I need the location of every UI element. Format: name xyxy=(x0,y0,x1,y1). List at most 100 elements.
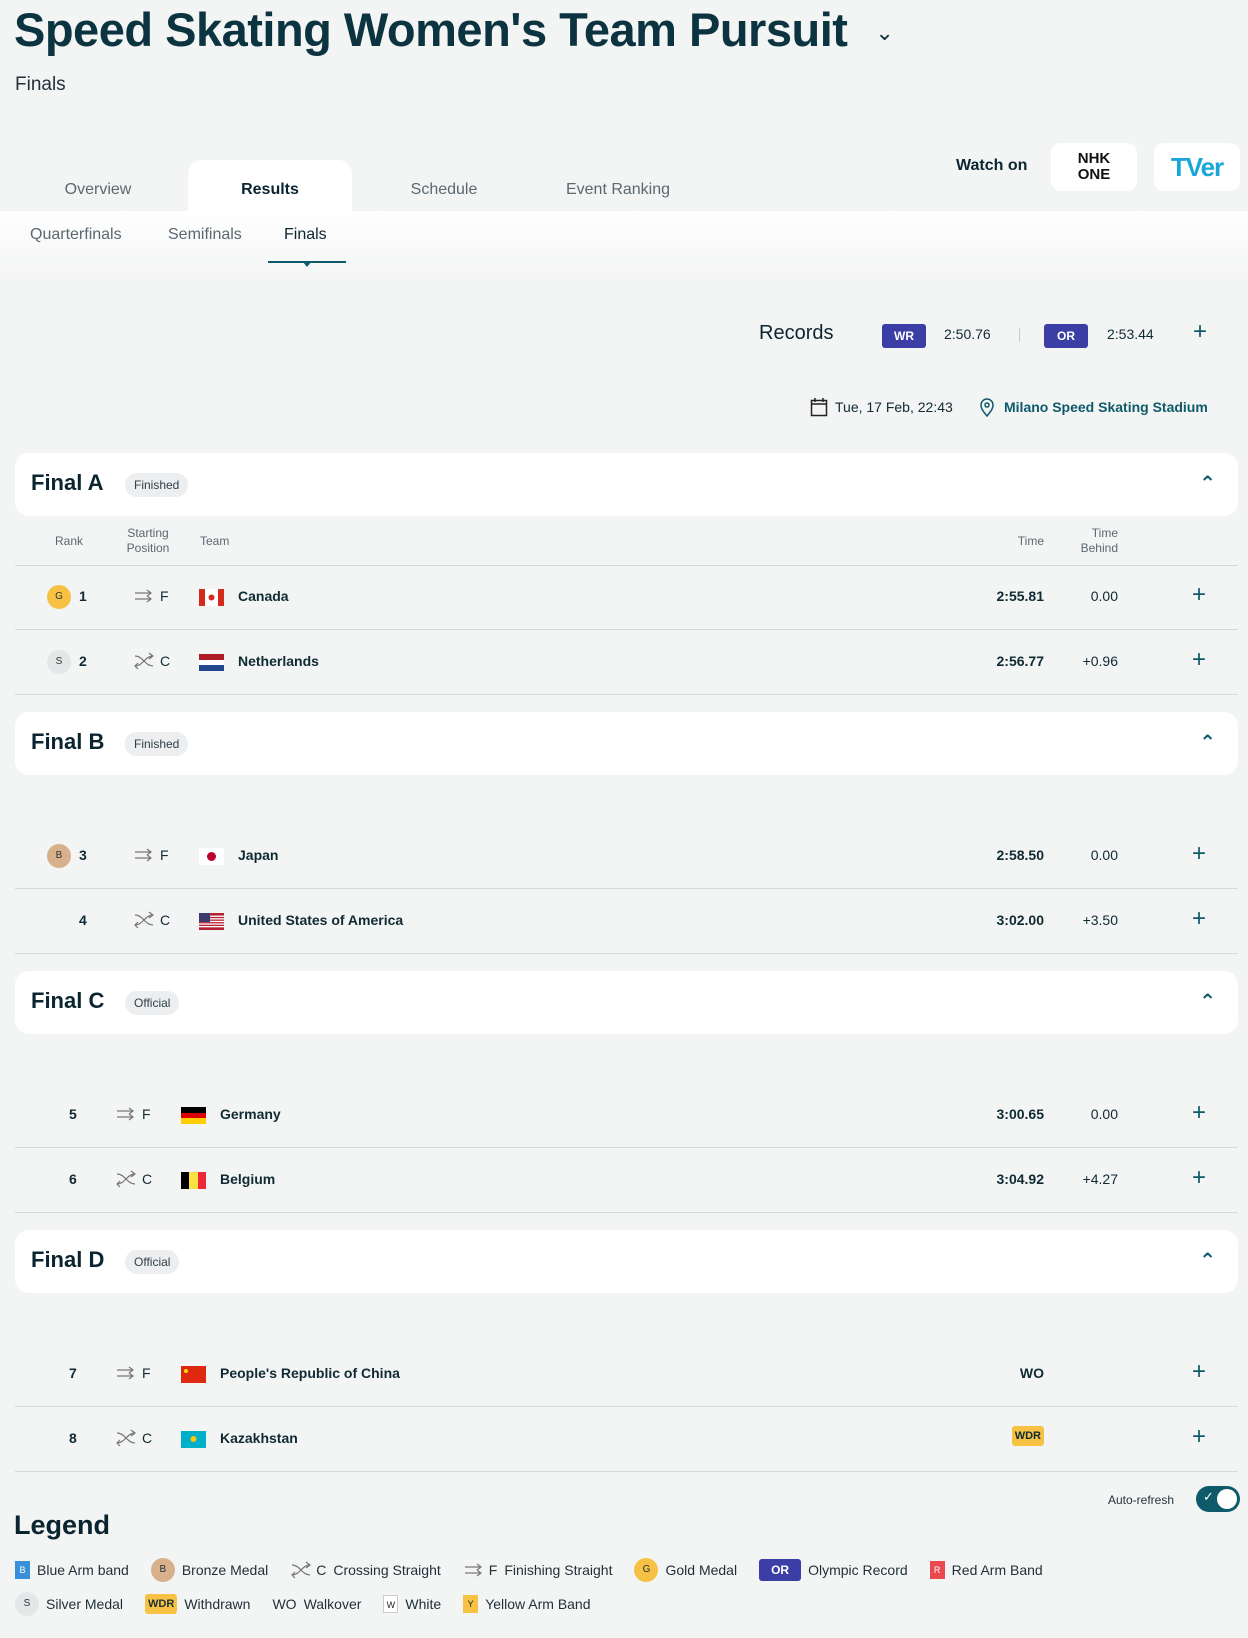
expand-row-plus-icon[interactable]: + xyxy=(1191,1164,1206,1191)
legend-label: Blue Arm band xyxy=(37,1562,129,1578)
table-row[interactable]: 4 C United States of America 3:02.00 +3.… xyxy=(15,889,1238,954)
legend-label: Olympic Record xyxy=(808,1562,908,1578)
auto-refresh-toggle[interactable]: ✓ xyxy=(1196,1486,1240,1512)
chevron-up-icon[interactable]: ⌃ xyxy=(1199,1250,1216,1272)
table-row[interactable]: 6 C Belgium 3:04.92 +4.27 + xyxy=(15,1148,1238,1213)
nhk-one-logo[interactable]: NHK ONE xyxy=(1051,143,1137,191)
final-title: Final A xyxy=(31,470,104,495)
records-divider xyxy=(1019,328,1020,342)
table-row[interactable]: 8 C Kazakhstan WDR + xyxy=(15,1407,1238,1472)
legend-key-icon: C xyxy=(290,1561,326,1579)
starting-position: F xyxy=(160,588,169,604)
team-name[interactable]: Canada xyxy=(238,588,289,604)
expand-row-plus-icon[interactable]: + xyxy=(1191,646,1206,673)
legend-key-icon: S xyxy=(15,1592,39,1616)
chevron-up-icon[interactable]: ⌃ xyxy=(1199,991,1216,1013)
main-tabs: Overview Results Schedule Event Ranking xyxy=(0,160,1248,211)
tab-schedule[interactable]: Schedule xyxy=(410,181,478,198)
status-badge: Finished xyxy=(125,473,189,497)
team-name[interactable]: People's Republic of China xyxy=(220,1365,400,1381)
table-row[interactable]: 7 F People's Republic of China WO + xyxy=(15,1342,1238,1407)
subtab-finals[interactable]: Finals xyxy=(284,226,327,243)
tver-logo[interactable]: TVer xyxy=(1154,143,1240,191)
event-date: Tue, 17 Feb, 22:43 xyxy=(835,399,953,415)
wr-badge: WR xyxy=(882,324,926,348)
legend-label: Red Arm Band xyxy=(951,1562,1043,1578)
col-time: Time xyxy=(1017,534,1044,548)
watch-on-label: Watch on xyxy=(956,157,1028,174)
legend-label: Finishing Straight xyxy=(504,1562,613,1578)
page-title: Speed Skating Women's Team Pursuit xyxy=(14,3,848,56)
time-behind: +0.96 xyxy=(1082,653,1118,669)
page-subtitle: Finals xyxy=(15,74,66,95)
flag-icon xyxy=(199,589,224,606)
col-time-behind: Time Behind xyxy=(1080,526,1118,555)
time: WO xyxy=(1019,1365,1044,1381)
legend-item: B Bronze Medal xyxy=(150,1558,269,1582)
subtab-quarterfinals[interactable]: Quarterfinals xyxy=(30,226,122,243)
team-name[interactable]: Kazakhstan xyxy=(220,1430,298,1446)
chevron-up-icon[interactable]: ⌃ xyxy=(1199,732,1216,754)
flag-icon xyxy=(199,654,224,671)
nhk-one-logo-text: NHK ONE xyxy=(1077,150,1111,183)
time-behind: 0.00 xyxy=(1090,588,1118,604)
tver-logo-text: TVer xyxy=(1170,151,1224,182)
legend-item: W White xyxy=(383,1595,441,1613)
time: 3:02.00 xyxy=(996,912,1044,928)
team-name[interactable]: Belgium xyxy=(220,1171,276,1187)
final-card-header[interactable]: Final C Official ⌃ xyxy=(15,971,1238,1034)
flag-icon xyxy=(181,1172,206,1189)
final-card-header[interactable]: Final A Finished ⌃ xyxy=(15,453,1238,516)
team-name[interactable]: Germany xyxy=(220,1106,281,1122)
expand-row-plus-icon[interactable]: + xyxy=(1191,1099,1206,1126)
tab-event-ranking[interactable]: Event Ranking xyxy=(565,181,671,198)
auto-refresh-label: Auto-refresh xyxy=(1108,1493,1175,1507)
legend-item: Y Yellow Arm Band xyxy=(463,1595,591,1613)
final-title: Final D xyxy=(31,1247,105,1272)
medal-badge: B xyxy=(47,844,71,868)
wr-value: 2:50.76 xyxy=(944,326,991,342)
tab-overview[interactable]: Overview xyxy=(64,181,132,198)
active-subtab-pointer xyxy=(303,262,311,267)
flag-icon xyxy=(181,1431,206,1448)
venue-link[interactable]: Milano Speed Skating Stadium xyxy=(1004,399,1208,415)
medal-badge: G xyxy=(47,585,71,609)
expand-row-plus-icon[interactable]: + xyxy=(1191,1358,1206,1385)
team-name[interactable]: United States of America xyxy=(238,912,404,928)
legend-item: WO Walkover xyxy=(272,1596,361,1612)
expand-row-plus-icon[interactable]: + xyxy=(1191,1423,1206,1450)
expand-row-plus-icon[interactable]: + xyxy=(1191,905,1206,932)
legend-key-icon: Y xyxy=(463,1595,479,1613)
final-card-header[interactable]: Final B Finished ⌃ xyxy=(15,712,1238,775)
team-name[interactable]: Japan xyxy=(238,847,279,863)
time-behind: +4.27 xyxy=(1082,1171,1118,1187)
final-card-header[interactable]: Final D Official ⌃ xyxy=(15,1230,1238,1293)
subtab-semifinals[interactable]: Semifinals xyxy=(168,226,242,243)
team-name[interactable]: Netherlands xyxy=(238,653,319,669)
expand-row-plus-icon[interactable]: + xyxy=(1191,840,1206,867)
legend-label: Bronze Medal xyxy=(181,1562,269,1578)
rank: 4 xyxy=(79,912,87,928)
tab-results[interactable]: Results xyxy=(188,160,352,211)
expand-records-plus-icon[interactable]: + xyxy=(1193,318,1208,345)
crossing-straight-icon xyxy=(133,652,155,675)
status-badge: Official xyxy=(125,991,180,1015)
col-starting-position: Starting Position xyxy=(126,526,170,555)
legend-row: B Blue Arm band B Bronze Medal C Crossing Str… xyxy=(15,1558,1235,1582)
legend-label: Crossing Straight xyxy=(333,1562,441,1578)
finishing-straight-icon xyxy=(115,1364,137,1387)
legend-row: S Silver Medal WDR Withdrawn WO Walkover W Whit… xyxy=(15,1592,1235,1616)
crossing-straight-icon xyxy=(133,911,155,934)
legend-item: C Crossing Straight xyxy=(290,1561,441,1579)
expand-row-plus-icon[interactable]: + xyxy=(1191,581,1206,608)
chevron-down-icon[interactable]: ⌄ xyxy=(875,19,894,45)
time: 3:00.65 xyxy=(996,1106,1044,1122)
or-value: 2:53.44 xyxy=(1107,326,1154,342)
legend-key-icon: F xyxy=(463,1561,497,1579)
starting-position: C xyxy=(160,653,171,669)
chevron-up-icon[interactable]: ⌃ xyxy=(1199,473,1216,495)
table-row[interactable]: 5 F Germany 3:00.65 0.00 + xyxy=(15,1083,1238,1148)
